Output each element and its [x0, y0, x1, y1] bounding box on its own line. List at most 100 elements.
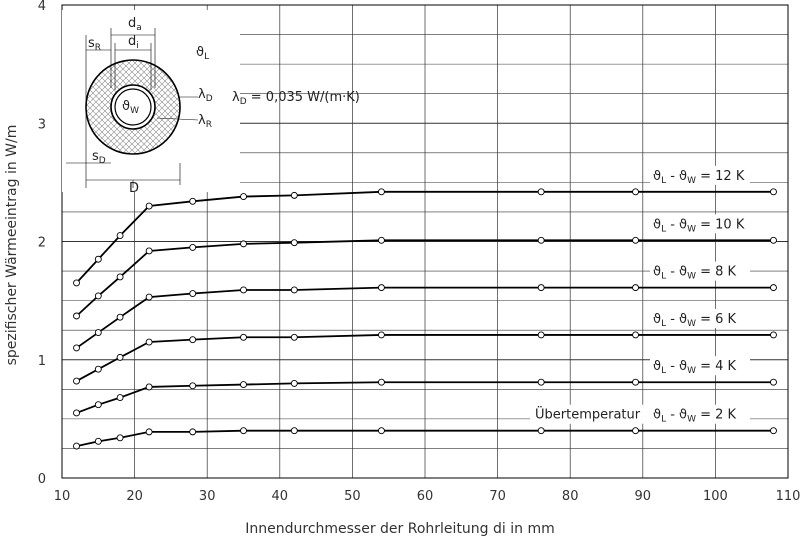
series-label: ϑL - ϑW = 8 K — [653, 265, 737, 282]
data-point — [145, 202, 153, 210]
theta-l-label: ϑL — [196, 45, 209, 62]
data-point — [290, 333, 298, 341]
data-point — [145, 293, 153, 301]
y-tick-label: 1 — [38, 354, 46, 369]
series-0 — [73, 188, 777, 287]
data-point — [145, 338, 153, 346]
data-point — [189, 290, 197, 297]
data-point — [632, 378, 639, 386]
data-point — [73, 377, 80, 385]
data-point — [290, 239, 298, 247]
y-tick-label: 3 — [38, 117, 46, 132]
series-label-background — [650, 356, 750, 376]
data-point — [537, 378, 545, 386]
data-point — [116, 232, 124, 240]
data-point — [94, 437, 102, 445]
x-axis-title: Innendurchmesser der Rohrleitung di in m… — [245, 521, 554, 537]
series-2 — [73, 284, 777, 352]
data-point — [770, 236, 777, 244]
data-point — [94, 365, 102, 373]
y-tick-label: 4 — [38, 0, 46, 14]
series-labels: ϑL - ϑW = 12 K ϑL - ϑW = 10 K ϑL - ϑW = 8 … — [530, 165, 750, 425]
data-point — [377, 236, 385, 244]
x-tick-label: 60 — [417, 489, 434, 504]
x-tick-label: 90 — [635, 489, 652, 504]
series-1 — [73, 236, 777, 320]
series-label: ϑL - ϑW = 2 K — [653, 408, 737, 425]
series-label-background — [650, 308, 750, 328]
plot-border — [61, 4, 789, 479]
x-tick-label: 110 — [776, 489, 800, 504]
data-point — [240, 193, 247, 201]
series-label-background — [650, 214, 750, 234]
x-tick-label: 50 — [344, 489, 361, 504]
data-point — [73, 344, 80, 352]
data-point — [240, 381, 247, 389]
data-point — [189, 428, 197, 436]
ubertemperatur-label: Übertemperatur — [535, 406, 641, 423]
data-point — [116, 273, 124, 281]
data-point — [189, 336, 197, 344]
series-5 — [73, 427, 777, 450]
x-tick-label: 30 — [199, 489, 216, 504]
data-point — [537, 427, 545, 435]
data-point — [377, 188, 385, 196]
y-axis-title: spezifischer Wärmeeintrag in W/m — [4, 125, 20, 366]
di-label: di — [128, 34, 139, 51]
data-point — [240, 427, 247, 435]
data-point — [145, 383, 153, 391]
x-axis-ticks: 10 20 30 40 50 60 70 80 90 100 110 — [54, 489, 800, 504]
x-tick-label: 100 — [703, 489, 728, 504]
data-point — [290, 191, 298, 199]
data-point — [73, 442, 80, 450]
data-point — [290, 427, 298, 435]
data-point — [189, 243, 197, 251]
data-point — [290, 379, 298, 387]
x-tick-label: 70 — [489, 489, 506, 504]
lambda-r-label: λR — [198, 113, 212, 130]
data-point — [116, 394, 124, 402]
lambda-d-label: λD — [198, 87, 213, 104]
data-point — [632, 188, 639, 196]
y-axis-ticks: 0 1 2 3 4 — [38, 0, 46, 487]
data-point — [537, 284, 545, 292]
da-label: da — [128, 16, 142, 33]
data-point — [377, 378, 385, 386]
data-point — [537, 188, 545, 196]
data-point — [116, 353, 124, 361]
data-point — [377, 427, 385, 435]
data-point — [632, 236, 639, 244]
data-point — [632, 331, 639, 339]
data-point — [290, 286, 298, 294]
data-point — [240, 333, 247, 341]
series-label: ϑL - ϑW = 4 K — [653, 359, 737, 376]
theta-w-label: ϑW — [122, 99, 139, 116]
ubertemperatur-background — [530, 404, 650, 424]
x-tick-label: 80 — [562, 489, 579, 504]
series-label: ϑL - ϑW = 6 K — [653, 312, 737, 329]
x-tick-label: 10 — [54, 489, 71, 504]
data-point — [632, 284, 639, 292]
series-label: ϑL - ϑW = 12 K — [653, 169, 745, 186]
x-tick-label: 40 — [272, 489, 289, 504]
data-point — [240, 286, 247, 294]
data-point — [377, 284, 385, 292]
data-point — [145, 428, 153, 436]
lambda-formula: λD = 0,035 W/(m·K) — [232, 90, 360, 107]
data-point — [73, 279, 80, 287]
data-point — [770, 427, 777, 435]
d-label: D — [129, 181, 139, 196]
data-point — [770, 284, 777, 292]
data-point — [189, 197, 197, 205]
y-tick-label: 0 — [38, 472, 46, 487]
data-point — [189, 382, 197, 390]
data-point — [116, 313, 124, 321]
series-label: ϑL - ϑW = 10 K — [653, 217, 745, 234]
data-point — [770, 188, 777, 196]
x-tick-label: 20 — [126, 489, 143, 504]
data-point — [537, 236, 545, 244]
data-point — [94, 329, 102, 337]
data-point — [770, 331, 777, 339]
data-point — [240, 240, 247, 248]
